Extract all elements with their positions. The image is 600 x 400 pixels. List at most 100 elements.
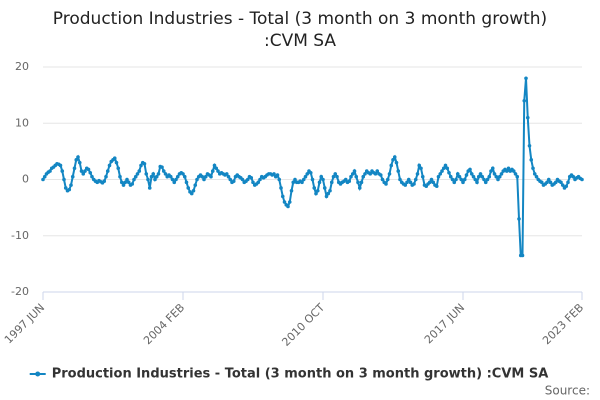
point [112,156,117,160]
point [132,177,136,182]
point [489,169,493,173]
point [333,172,338,176]
point [319,174,324,179]
point [482,177,486,182]
point [455,172,460,176]
chart-title: :CVM SA [264,31,336,51]
point [384,182,388,186]
point [335,174,339,179]
point [114,160,119,165]
point [277,177,282,182]
point [504,169,509,173]
point [420,174,425,179]
point [182,174,187,179]
point [343,177,348,182]
point [105,169,110,173]
point [168,174,173,179]
point [522,98,527,103]
point [478,172,483,176]
point [214,166,219,171]
point [457,174,462,179]
point [86,167,91,172]
point [375,169,380,173]
point [195,177,199,182]
point [389,163,394,168]
y-tick-label: -20 [11,285,29,298]
point [224,172,229,176]
point [419,166,423,171]
point [130,182,135,186]
point [448,174,453,179]
point [125,177,129,182]
point [142,161,147,166]
point [245,177,250,182]
point [532,172,537,176]
point [315,188,320,193]
point [67,187,72,192]
point [385,177,390,182]
point [378,173,383,177]
point [153,177,157,182]
point [202,177,206,182]
point [118,174,122,179]
point [506,166,511,171]
point [494,174,499,179]
point [137,169,142,173]
point [163,172,168,176]
point [317,180,322,185]
point [373,172,378,176]
point [490,166,495,171]
point [447,170,451,175]
point [464,173,469,177]
point [580,177,584,182]
point [231,179,236,183]
point [483,180,488,185]
point [154,174,159,179]
point [275,173,280,177]
point [468,167,472,172]
point [135,172,140,176]
point [291,180,296,185]
point [387,172,392,176]
point [70,174,75,179]
point [287,200,292,204]
point [209,174,213,179]
point [487,174,492,179]
point [356,180,360,185]
point [485,177,490,182]
point [322,186,327,190]
point [226,174,231,179]
point [104,174,108,179]
x-tick-label: 2023 FEB [540,301,586,347]
point [415,172,420,176]
point [475,180,479,185]
y-tick-label: 20 [15,60,29,73]
point [520,253,525,258]
point [471,174,476,179]
point [175,174,180,179]
point [41,177,45,182]
point [349,174,353,179]
point [161,169,166,173]
point [126,180,131,185]
point [186,186,191,190]
point [216,169,220,173]
x-tick-label: 1997 JUN [2,301,47,346]
point [146,177,150,182]
point [534,174,539,179]
point [473,177,478,182]
point [328,188,332,193]
point [515,174,520,179]
point [347,179,352,183]
point [391,158,395,162]
legend-label: Production Industries - Total (3 month o… [52,367,549,382]
point [545,180,549,185]
point [119,180,124,185]
point [107,163,112,168]
point [170,177,175,182]
point [560,183,565,187]
x-tick-label: 2017 JUN [422,301,467,346]
point [203,174,208,179]
point [571,174,576,179]
point [469,172,474,176]
